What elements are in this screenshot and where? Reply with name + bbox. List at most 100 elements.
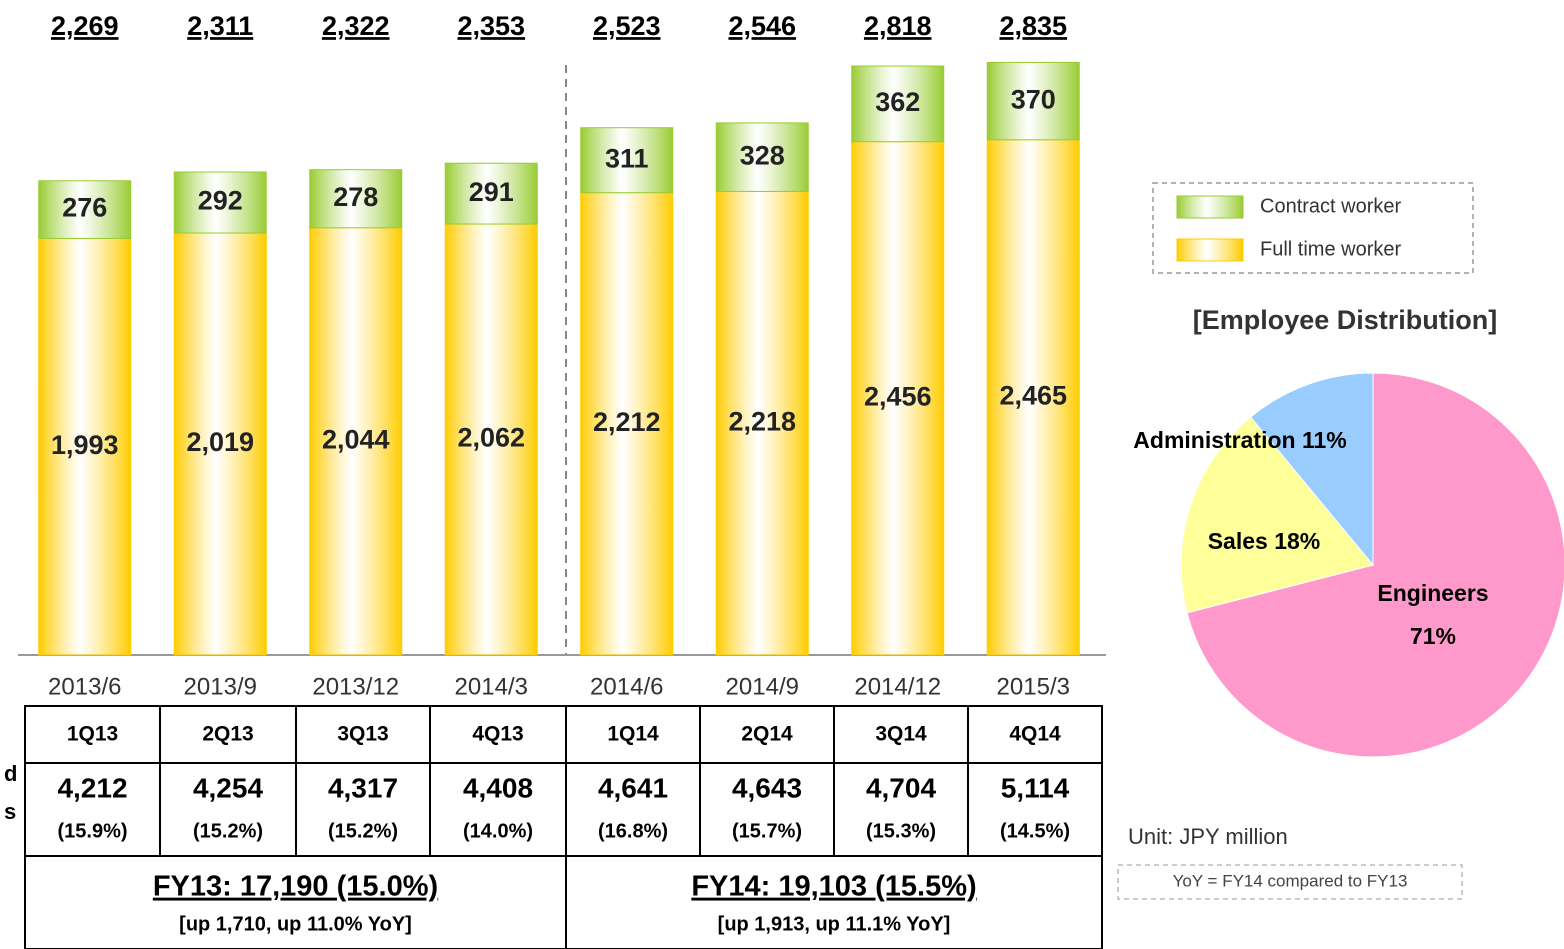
yoy-note: YoY = FY14 compared to FY13: [1173, 871, 1408, 890]
margin-value: (15.9%): [57, 820, 127, 842]
bar-segment: [986, 139, 1080, 656]
pie-category: Administration: [1133, 427, 1295, 453]
bar-segment: [173, 232, 267, 656]
quarter-label: 2Q13: [202, 723, 253, 746]
pie-label: Engineers: [1377, 580, 1488, 606]
legend-label: Full time worker: [1260, 238, 1401, 260]
pie-value-label: 18%: [1274, 528, 1320, 554]
total-label: 2,523: [593, 11, 661, 41]
row-label-fragment: d: [4, 761, 17, 786]
sales-value: 4,408: [463, 772, 533, 803]
bar-segment: [309, 169, 403, 229]
bar-segment: [309, 227, 403, 656]
total-label: 2,269: [51, 11, 119, 41]
legend-swatch: [1176, 238, 1244, 262]
value-label: 2,019: [186, 427, 254, 457]
sales-value: 4,641: [598, 772, 668, 803]
value-label: 276: [62, 193, 107, 223]
value-label: 2,218: [728, 406, 796, 436]
table-grid: [24, 705, 1103, 949]
value-label: 292: [198, 186, 243, 216]
row-label-fragment: s: [4, 799, 16, 824]
margin-value: (16.8%): [598, 820, 668, 842]
sales-value: 4,317: [328, 772, 398, 803]
bar-segment: [851, 141, 945, 656]
pie-category: Sales: [1208, 528, 1268, 554]
value-label: 2,062: [457, 423, 525, 453]
x-tick-label: 2013/12: [312, 673, 399, 700]
bar-segment: [715, 190, 809, 656]
legend-swatch: [1176, 195, 1244, 219]
bar-segment: [715, 122, 809, 192]
value-label: 328: [740, 140, 785, 170]
margin-value: (14.0%): [463, 820, 533, 842]
quarter-label: 3Q13: [337, 723, 388, 746]
total-label: 2,322: [322, 11, 390, 41]
total-label: 2,353: [457, 11, 525, 41]
x-tick-label: 2013/6: [48, 673, 121, 700]
unit-note: Unit: JPY million: [1128, 824, 1288, 849]
value-label: 2,044: [322, 425, 390, 455]
bar-segment: [444, 223, 538, 656]
bar-segment: [173, 171, 267, 234]
x-tick-label: 2015/3: [997, 673, 1070, 700]
margin-value: (15.3%): [866, 820, 936, 842]
total-label: 2,546: [728, 11, 796, 41]
x-tick-label: 2014/6: [590, 673, 663, 700]
pie-label: Sales 18%: [1208, 528, 1321, 554]
table-border: [24, 705, 1103, 949]
sales-value: 4,704: [866, 772, 936, 803]
value-label: 2,212: [593, 407, 661, 437]
fy-detail: [up 1,710, up 11.0% YoY]: [179, 913, 412, 935]
value-label: 2,456: [864, 381, 932, 411]
bar-segment: [38, 237, 132, 656]
sales-value: 5,114: [1001, 772, 1070, 803]
sales-value: 4,254: [193, 772, 263, 803]
margin-value: (15.7%): [732, 820, 802, 842]
bar-segment: [851, 65, 945, 143]
margin-value: (15.2%): [328, 820, 398, 842]
bar-segment: [444, 162, 538, 225]
value-label: 370: [1011, 84, 1056, 114]
fy-headline: FY14: 19,103 (15.5%): [691, 871, 976, 903]
legend-box: [1152, 182, 1474, 274]
quarter-label: 4Q13: [472, 723, 523, 746]
quarter-label: 1Q14: [607, 723, 659, 746]
margin-value: (15.2%): [193, 820, 263, 842]
bar-segment: [38, 180, 132, 239]
sales-value: 4,212: [57, 772, 127, 803]
total-label: 2,835: [999, 11, 1067, 41]
pie-value-label: 11%: [1302, 427, 1347, 453]
value-label: 311: [605, 143, 649, 173]
value-label: 1,993: [51, 430, 119, 460]
x-tick-label: 2014/3: [455, 673, 528, 700]
x-tick-label: 2014/12: [854, 673, 941, 700]
quarter-label: 1Q13: [67, 723, 118, 746]
quarter-label: 3Q14: [875, 723, 927, 746]
value-label: 362: [875, 87, 920, 117]
fy-headline: FY13: 17,190 (15.0%): [153, 871, 438, 903]
value-label: 291: [469, 177, 514, 207]
pie-slice: [1186, 372, 1564, 758]
fy-detail: [up 1,913, up 11.1% YoY]: [718, 913, 951, 935]
x-tick-label: 2014/9: [726, 673, 799, 700]
margin-value: (14.5%): [1000, 820, 1070, 842]
total-label: 2,311: [187, 11, 253, 41]
value-label: 2,465: [999, 381, 1067, 411]
bar-segment: [580, 127, 674, 194]
quarter-label: 2Q14: [741, 723, 793, 746]
pie-title: [Employee Distribution]: [1193, 305, 1498, 335]
bar-segment: [986, 61, 1080, 141]
value-label: 278: [333, 182, 378, 212]
yoy-box: [1117, 864, 1463, 900]
x-tick-label: 2013/9: [184, 673, 257, 700]
sales-value: 4,643: [732, 772, 802, 803]
pie-slice: [1180, 416, 1374, 614]
legend-label: Contract worker: [1260, 195, 1401, 217]
pie-slice: [1249, 372, 1374, 567]
pie-value-label: 71%: [1410, 623, 1456, 649]
pie-label: Administration 11%: [1133, 427, 1346, 453]
quarter-label: 4Q14: [1009, 723, 1061, 746]
